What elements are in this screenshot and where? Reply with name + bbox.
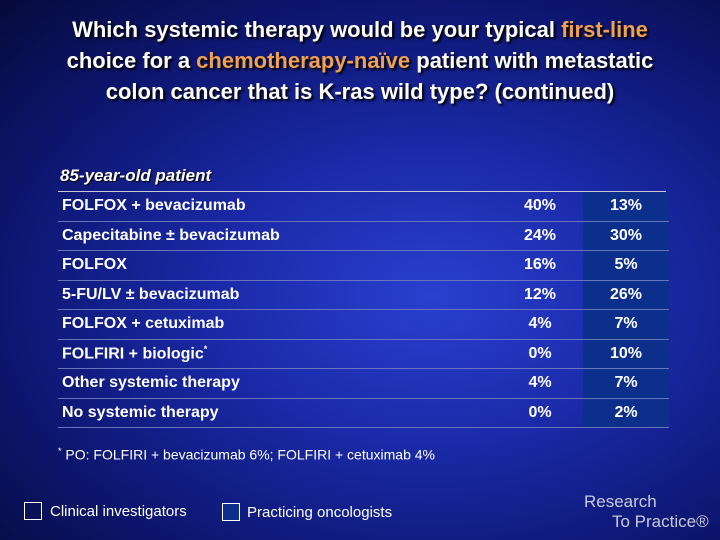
row-label: No systemic therapy [58,398,497,428]
legend-label-clinical-investigators: Clinical investigators [50,503,187,520]
logo-line-1: Research [584,492,657,511]
results-table: FOLFOX + bevacizumab 40% 13% Capecitabine ±… [58,192,669,428]
title-highlight-chemo-naive: chemotherapy-naïve [196,48,411,73]
table-row: FOLFIRI + biologic* 0% 10% [58,339,669,369]
logo-line-2: To Practice® [612,512,709,531]
practicing-oncologists-value: 30% [583,221,669,251]
footnote-text: PO: FOLFIRI + bevacizumab 6%; FOLFIRI + … [61,446,435,463]
title-part-1: Which systemic therapy would be your typ… [72,17,562,42]
slide-title: Which systemic therapy would be your typ… [40,14,680,107]
therapy-name: Other systemic therapy [62,374,240,392]
table-row: FOLFOX 16% 5% [58,250,669,281]
practicing-oncologists-value: 10% [583,339,669,369]
clinical-investigators-value: 16% [497,250,583,281]
row-label: FOLFOX [58,250,497,281]
footnote: * PO: FOLFIRI + bevacizumab 6%; FOLFIRI … [58,446,435,463]
therapy-name: FOLFOX + bevacizumab [62,197,246,215]
therapy-name: FOLFOX [62,256,127,274]
table-row: Capecitabine ± bevacizumab 24% 30% [58,221,669,251]
clinical-investigators-value: 0% [497,339,583,369]
table-row: FOLFOX + bevacizumab 40% 13% [58,192,669,222]
subtitle-divider [58,191,666,192]
practicing-oncologists-value: 13% [583,192,669,222]
therapy-name: Capecitabine ± bevacizumab [62,226,280,244]
row-label: Capecitabine ± bevacizumab [58,221,497,251]
clinical-investigators-value: 4% [497,309,583,340]
table-row: No systemic therapy 0% 2% [58,398,669,428]
row-label: FOLFOX + bevacizumab [58,192,497,222]
practicing-oncologists-value: 2% [583,398,669,428]
row-label: FOLFOX + cetuximab [58,309,497,340]
clinical-investigators-value: 12% [497,280,583,310]
legend-swatch-practicing-oncologists [222,503,240,521]
table-row: FOLFOX + cetuximab 4% 7% [58,309,669,340]
row-label: FOLFIRI + biologic* [58,339,497,369]
footnote-marker: * [203,344,208,355]
patient-subtitle: 85-year-old patient [60,166,212,185]
clinical-investigators-value: 40% [497,192,583,222]
research-to-practice-logo: Research To Practice® [584,492,714,532]
clinical-investigators-value: 24% [497,221,583,251]
therapy-name: No systemic therapy [62,403,219,421]
title-part-3: patient with metastatic colon cancer tha… [105,48,654,104]
row-label: Other systemic therapy [58,368,497,399]
therapy-name: 5-FU/LV ± bevacizumab [62,285,240,303]
table-row: 5-FU/LV ± bevacizumab 12% 26% [58,280,669,310]
legend-label-practicing-oncologists: Practicing oncologists [247,504,393,521]
practicing-oncologists-value: 26% [583,280,669,310]
practicing-oncologists-value: 7% [583,368,669,399]
footnote-marker: * [58,446,62,456]
therapy-name: FOLFIRI + biologic [62,345,204,363]
row-label: 5-FU/LV ± bevacizumab [58,280,497,310]
practicing-oncologists-value: 7% [583,309,669,340]
table-row: Other systemic therapy 4% 7% [58,368,669,399]
title-highlight-first-line: first-line [561,17,648,42]
clinical-investigators-value: 0% [497,398,583,428]
title-part-2: choice for a [66,48,197,73]
practicing-oncologists-value: 5% [583,250,669,281]
clinical-investigators-value: 4% [497,368,583,399]
legend-swatch-clinical-investigators [24,502,42,520]
therapy-name: FOLFOX + cetuximab [62,315,225,333]
